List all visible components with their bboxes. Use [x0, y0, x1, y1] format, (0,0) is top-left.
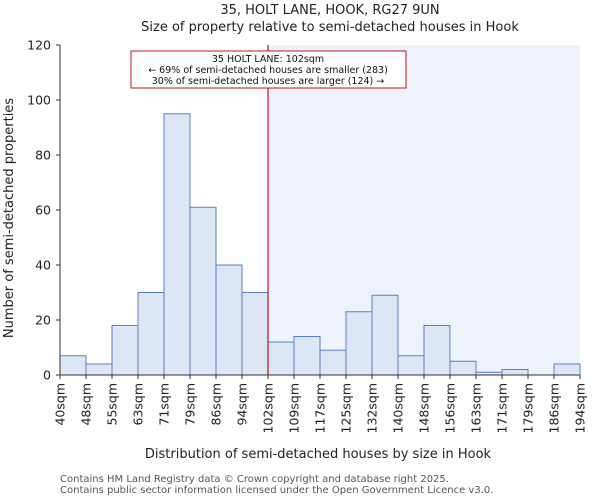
bar-40sqm [59, 355, 87, 376]
y-tick-label-60: 60 [35, 203, 51, 218]
bar-63sqm [137, 292, 165, 376]
bar-186sqm [553, 363, 581, 376]
bar-132sqm [371, 294, 399, 376]
y-axis-label: Number of semi-detached properties [2, 98, 17, 338]
annotation-line2: ← 69% of semi-detached houses are smalle… [148, 65, 388, 76]
bar-148sqm [423, 325, 451, 376]
x-tick-label-194sqm: 194sqm [573, 383, 588, 433]
x-tick-label-117sqm: 117sqm [313, 383, 328, 433]
x-tick-label-86sqm: 86sqm [209, 383, 224, 426]
y-tick-label-20: 20 [35, 313, 51, 328]
x-tick-label-71sqm: 71sqm [157, 383, 172, 426]
bar-86sqm [215, 264, 243, 376]
footer-line1: Contains HM Land Registry data © Crown c… [60, 474, 449, 485]
annotation-box [130, 50, 407, 89]
annotation-line1: 35 HOLT LANE: 102sqm [212, 54, 324, 65]
y-tick-label-120: 120 [27, 38, 51, 53]
x-tick-label-48sqm: 48sqm [79, 383, 94, 426]
bar-109sqm [293, 336, 321, 376]
x-tick-label-140sqm: 140sqm [391, 383, 406, 433]
footer-line2: Contains public sector information licen… [60, 485, 494, 496]
chart-title-line1: 35, HOLT LANE, HOOK, RG27 9UN [220, 3, 439, 18]
bar-71sqm [163, 113, 191, 376]
bar-55sqm [111, 325, 139, 376]
x-tick-label-79sqm: 79sqm [183, 383, 198, 426]
y-tick-label-40: 40 [35, 258, 51, 273]
bar-94sqm [241, 292, 269, 376]
bars-group [59, 113, 581, 376]
y-tick-label-100: 100 [27, 93, 51, 108]
x-tick-label-94sqm: 94sqm [235, 383, 250, 426]
x-ticks-group: 40sqm 48sqm 55sqm 63sqm 71sqm 79sqm 86sqm 94sqm… [53, 375, 588, 433]
chart-title-line2: Size of property relative to semi-detach… [141, 20, 519, 35]
x-tick-label-156sqm: 156sqm [443, 383, 458, 433]
x-tick-label-40sqm: 40sqm [53, 383, 68, 426]
x-tick-label-55sqm: 55sqm [105, 383, 120, 426]
x-tick-label-102sqm: 102sqm [261, 383, 276, 433]
x-tick-label-171sqm: 171sqm [495, 383, 510, 433]
x-tick-label-63sqm: 63sqm [131, 383, 146, 426]
y-tick-label-0: 0 [43, 368, 51, 383]
bar-48sqm [85, 363, 113, 376]
bar-102sqm [267, 341, 295, 376]
annotation-line3: 30% of semi-detached houses are larger (… [152, 76, 385, 87]
y-tick-label-80: 80 [35, 148, 51, 163]
x-tick-label-163sqm: 163sqm [469, 383, 484, 433]
larger-region-shading [268, 45, 580, 375]
bar-171sqm [501, 369, 529, 376]
bar-156sqm [449, 360, 477, 376]
bar-79sqm [189, 206, 217, 376]
x-tick-label-125sqm: 125sqm [339, 383, 354, 433]
x-axis-label: Distribution of semi-detached houses by … [145, 447, 492, 462]
bar-140sqm [397, 355, 425, 376]
x-tick-label-179sqm: 179sqm [521, 383, 536, 433]
bar-125sqm [345, 311, 373, 376]
x-tick-label-109sqm: 109sqm [287, 383, 302, 433]
x-tick-label-132sqm: 132sqm [365, 383, 380, 433]
x-tick-label-186sqm: 186sqm [547, 383, 562, 433]
y-ticks-group: 0 20 40 60 80 100 120 [27, 38, 60, 383]
bar-117sqm [319, 349, 347, 376]
x-tick-label-148sqm: 148sqm [417, 383, 432, 433]
